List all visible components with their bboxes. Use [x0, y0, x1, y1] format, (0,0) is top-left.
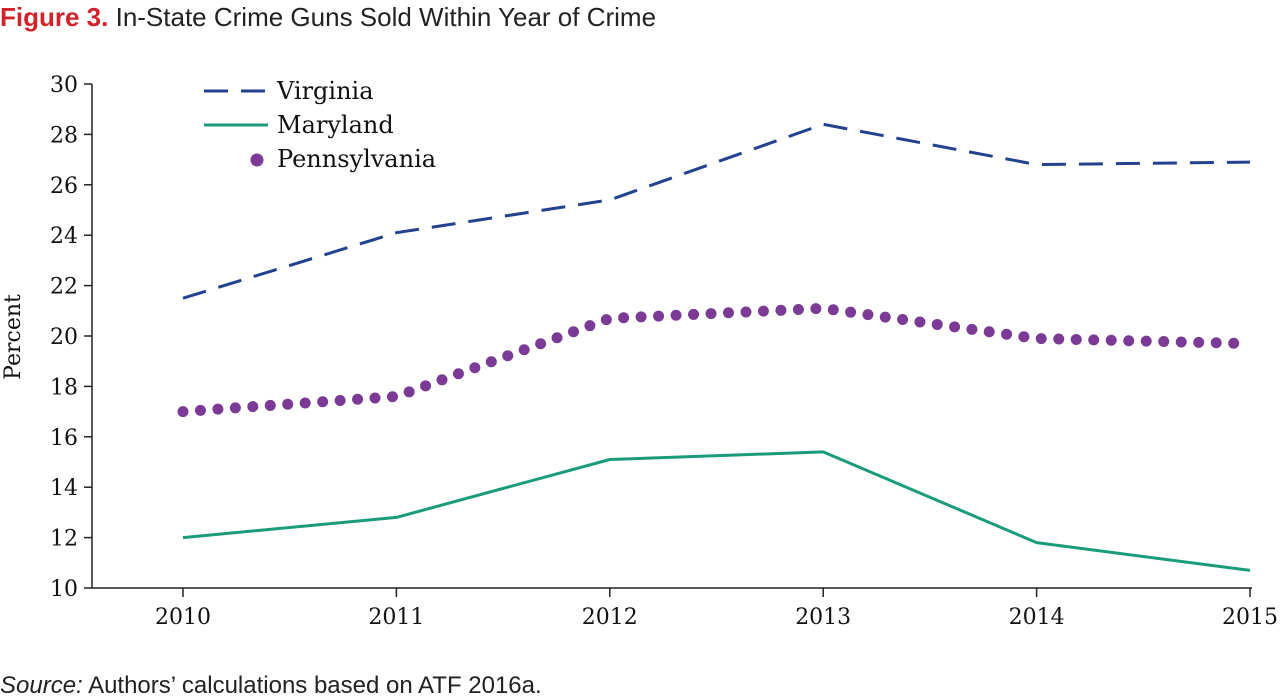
x-tick-label: 2014: [1009, 605, 1065, 630]
y-axis-label: Percent: [1, 294, 26, 380]
chart-legend: Virginia Maryland Pennsylvania: [204, 77, 436, 173]
y-tick-label: 18: [50, 375, 78, 400]
pennsylvania-legend-swatch: [251, 154, 264, 167]
y-tick-label: 30: [50, 73, 78, 98]
pennsylvania-legend-label: Pennsylvania: [277, 145, 436, 173]
y-tick-label: 20: [50, 325, 78, 350]
chart-series: [183, 124, 1250, 570]
y-tick-label: 28: [50, 123, 78, 148]
x-axis-ticks: 2010 2011 2012 2013 2014 2015: [155, 588, 1278, 630]
source-label: Source:: [0, 672, 83, 699]
x-tick-label: 2013: [795, 605, 851, 630]
x-tick-label: 2011: [368, 605, 424, 630]
y-tick-label: 26: [50, 174, 78, 199]
x-tick-label: 2015: [1222, 605, 1278, 630]
y-axis-ticks: 10 12 14 16 18 20 22 24 26 28 30: [50, 73, 92, 602]
source-note: Source: Authors’ calculations based on A…: [0, 672, 542, 700]
y-tick-label: 24: [50, 224, 78, 249]
y-tick-label: 16: [50, 426, 78, 451]
maryland-legend-label: Maryland: [277, 111, 394, 139]
x-tick-label: 2012: [582, 605, 638, 630]
pennsylvania-series-line: [183, 308, 1250, 411]
y-tick-label: 22: [50, 275, 78, 300]
maryland-series-line: [183, 452, 1250, 571]
x-tick-label: 2010: [155, 605, 211, 630]
y-tick-label: 12: [50, 527, 78, 552]
source-text: Authors’ calculations based on ATF 2016a…: [88, 672, 542, 699]
virginia-legend-label: Virginia: [276, 77, 374, 105]
y-tick-label: 10: [50, 577, 78, 602]
y-tick-label: 14: [50, 476, 78, 501]
